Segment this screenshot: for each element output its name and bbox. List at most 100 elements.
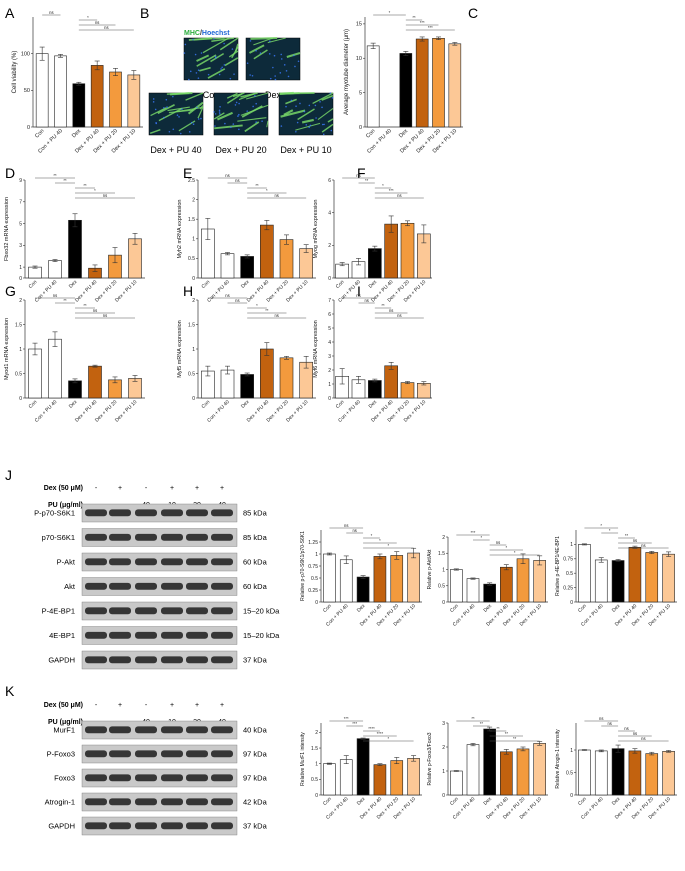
x-tick-label: Dex [368, 399, 379, 410]
bar-3 [373, 556, 387, 603]
protein-size: 60 kDa [243, 582, 268, 591]
y-tick-label: 2 [192, 197, 195, 203]
y-tick-label: 100 [21, 51, 30, 57]
nucleus-mark [237, 115, 239, 117]
band [135, 822, 157, 830]
y-axis-label: Myh2 mRNA expression [177, 200, 183, 259]
protein-size: 60 kDa [243, 558, 268, 567]
blot-strip [81, 601, 238, 621]
nucleus-mark [323, 123, 325, 126]
bar-4 [390, 760, 404, 796]
y-tick-label: 1 [19, 347, 22, 353]
micrograph-bg [148, 92, 204, 136]
blot-j: Dex (50 μM)-+-+++PU (μg/ml)--40102040P-p… [34, 485, 280, 670]
sig-label: ** [381, 303, 385, 308]
band [211, 607, 233, 615]
sig-label: *** [344, 716, 349, 721]
band [85, 822, 107, 830]
sig-label: * [506, 545, 508, 550]
nucleus-mark [315, 117, 317, 119]
treatment-value: + [220, 702, 224, 709]
y-tick-label: 1 [570, 542, 573, 548]
nucleus-mark [299, 102, 301, 105]
blot-strip [81, 720, 238, 740]
panel-letter-b: B [140, 5, 149, 21]
nucleus-mark [214, 55, 217, 58]
myotube-mark [312, 92, 334, 104]
sig-label: * [87, 15, 89, 20]
panel-letter-k: K [5, 683, 15, 699]
band [161, 533, 183, 541]
blot-k: Dex (50 μM)-+-+++PU (μg/ml)--40102040Mur… [44, 702, 268, 836]
nucleus-mark [218, 113, 221, 115]
band [161, 750, 183, 758]
y-tick-label: 9 [19, 178, 22, 184]
blot-strip [81, 626, 238, 645]
protein-size: 15–20 kDa [243, 631, 280, 640]
y-tick-label: 0 [315, 793, 318, 799]
y-tick-label: 0.5 [15, 371, 22, 377]
band [85, 656, 107, 664]
protein-label: Akt [64, 582, 76, 591]
sig-label: ns [103, 193, 107, 198]
x-tick-label: Con [322, 796, 333, 807]
bar-0 [335, 263, 349, 279]
band [161, 726, 183, 734]
y-axis-label: Myf5 mRNA expression [177, 320, 183, 377]
sig-label: *** [428, 25, 433, 30]
micrograph-label: Dex [265, 90, 282, 100]
micrograph-2 [148, 91, 204, 136]
y-tick-label: 2 [19, 298, 22, 304]
y-tick-label: 0 [192, 396, 195, 402]
x-tick-label: Dex [611, 796, 622, 807]
nucleus-mark [321, 106, 323, 109]
treatment-label: PU (μg/ml) [48, 502, 83, 509]
blot-strip [81, 650, 238, 670]
nucleus-mark [194, 53, 197, 56]
bar-2 [483, 583, 496, 603]
panel-letter-g: G [5, 283, 16, 299]
myotube-mark [280, 109, 306, 118]
micro-legend: MHC/Hoechst [184, 30, 230, 37]
y-tick-label: 1 [19, 265, 22, 271]
bar-1 [48, 260, 62, 279]
sig-label: ns [49, 10, 53, 15]
sig-label: ns [599, 716, 603, 721]
myotube-mark [185, 92, 204, 101]
legend-sep: / [200, 30, 202, 37]
myotube-mark [219, 37, 239, 51]
band [109, 631, 131, 639]
bar-2 [68, 219, 82, 279]
nucleus-mark [223, 42, 225, 45]
nucleus-mark [207, 73, 210, 76]
myotube-mark [157, 104, 175, 115]
myotube-mark [202, 37, 230, 54]
sig-label: ns [364, 298, 368, 303]
micrograph-label: Dex + PU 20 [215, 145, 266, 155]
nucleus-mark [272, 66, 274, 69]
sig-label: ns [352, 528, 356, 533]
nucleus-mark [189, 70, 192, 73]
band [161, 798, 183, 806]
sig-label: ** [513, 736, 517, 741]
nucleus-mark [274, 78, 277, 81]
band [85, 607, 107, 615]
band [135, 631, 157, 639]
nucleus-mark [196, 106, 198, 109]
panel-letter-d: D [5, 165, 15, 181]
sig-label: * [256, 303, 258, 308]
myotube-mark [196, 54, 210, 62]
band [109, 798, 131, 806]
band [186, 798, 208, 806]
y-tick-label: 2.5 [188, 178, 195, 184]
protein-label: Atrogin-1 [45, 798, 75, 807]
myotube-mark [226, 92, 238, 99]
nucleus-mark [255, 102, 257, 105]
band [109, 774, 131, 782]
y-tick-label: 0 [19, 396, 22, 402]
band [109, 822, 131, 830]
y-tick-label: 1 [192, 237, 195, 243]
